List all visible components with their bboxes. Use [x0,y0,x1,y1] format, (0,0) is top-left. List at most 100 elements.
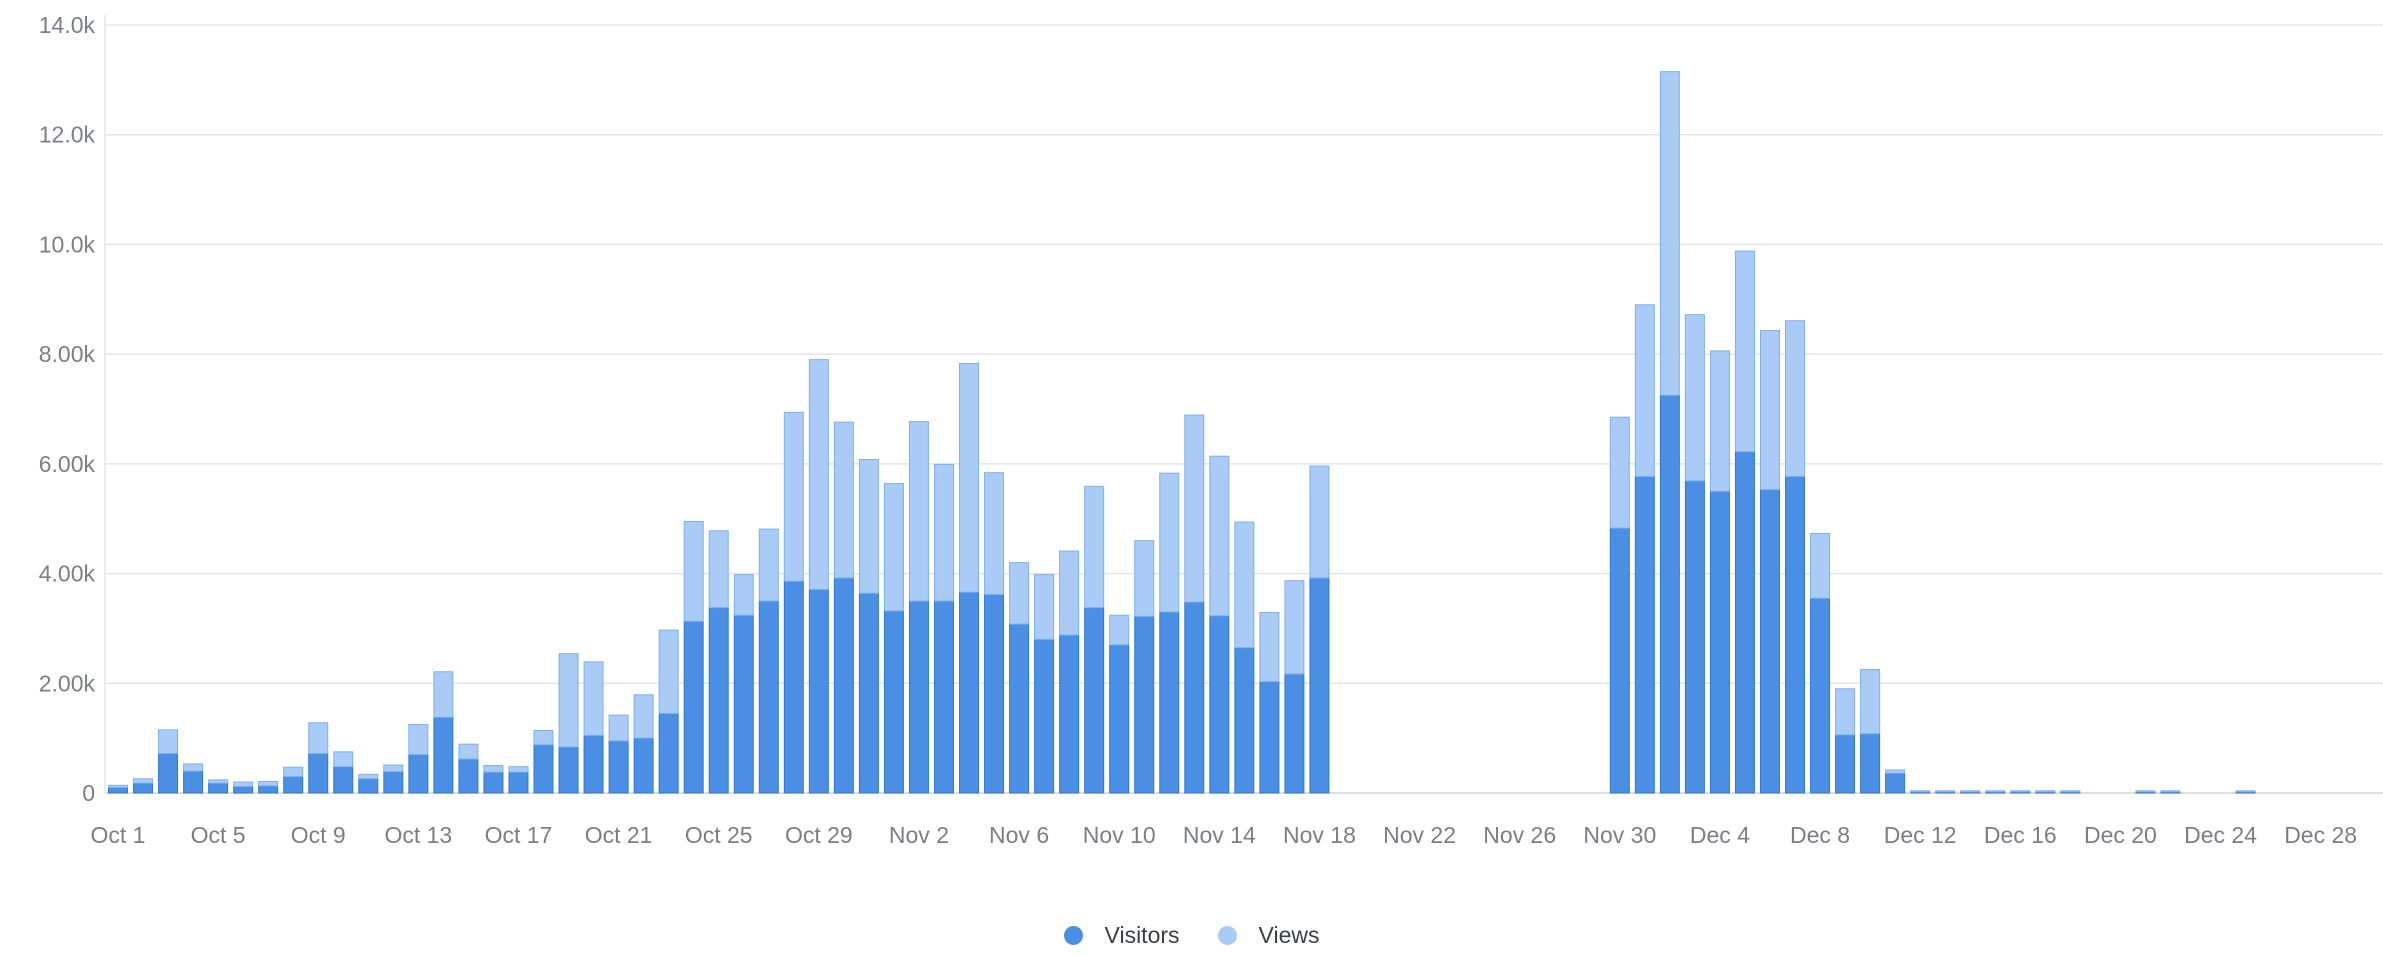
bar-visitors[interactable] [1309,577,1330,794]
bar-views[interactable] [1885,769,1906,774]
bar-views[interactable] [1034,574,1055,640]
bar-views[interactable] [458,743,479,760]
bar-visitors[interactable] [883,610,904,794]
bar-views[interactable] [558,653,579,748]
bar-views[interactable] [658,629,679,714]
bar-views[interactable] [2135,790,2156,793]
bar-views[interactable] [1935,790,1956,793]
bar-visitors[interactable] [208,782,229,794]
bar-visitors[interactable] [1759,489,1780,794]
bar-views[interactable] [1684,314,1705,482]
bar-views[interactable] [158,729,179,755]
bar-visitors[interactable] [658,712,679,794]
bar-views[interactable] [758,528,779,602]
bar-visitors[interactable] [1609,527,1630,794]
bar-views[interactable] [358,773,379,780]
bar-visitors[interactable] [1785,475,1806,794]
bar-views[interactable] [1634,304,1655,477]
bar-visitors[interactable] [583,734,604,794]
bar-views[interactable] [408,723,429,756]
legend-item-views[interactable]: Views [1217,922,1319,949]
bar-views[interactable] [1009,562,1030,625]
bar-views[interactable] [2060,790,2081,793]
bar-visitors[interactable] [1159,611,1180,794]
bar-visitors[interactable] [733,614,754,794]
bar-views[interactable] [808,359,829,590]
bar-views[interactable] [133,778,154,784]
bar-visitors[interactable] [258,785,279,794]
bar-visitors[interactable] [708,607,729,794]
bar-visitors[interactable] [1059,634,1080,794]
bar-views[interactable] [1284,580,1305,675]
bar-views[interactable] [433,671,454,718]
bar-visitors[interactable] [1659,394,1680,794]
bar-views[interactable] [733,574,754,616]
bar-views[interactable] [1985,790,2006,793]
bar-views[interactable] [183,763,204,772]
bar-visitors[interactable] [183,770,204,794]
bar-visitors[interactable] [908,600,929,794]
bar-visitors[interactable] [533,744,554,794]
bar-visitors[interactable] [233,785,254,794]
bar-views[interactable] [608,714,629,742]
bar-views[interactable] [508,766,529,773]
bar-views[interactable] [483,765,504,773]
bar-visitors[interactable] [959,591,980,794]
bar-views[interactable] [1835,688,1856,736]
bar-views[interactable] [533,729,554,746]
bar-visitors[interactable] [1835,734,1856,794]
bar-visitors[interactable] [408,754,429,794]
bar-views[interactable] [1910,790,1931,793]
bar-views[interactable] [1609,416,1630,529]
bar-views[interactable] [233,781,254,787]
bar-views[interactable] [908,421,929,602]
bar-views[interactable] [1785,320,1806,477]
bar-views[interactable] [1960,790,1981,793]
bar-views[interactable] [1659,71,1680,396]
bar-visitors[interactable] [383,771,404,794]
bar-visitors[interactable] [633,737,654,794]
bar-visitors[interactable] [283,776,304,794]
bar-visitors[interactable] [1109,644,1130,794]
bar-visitors[interactable] [558,746,579,794]
bar-views[interactable] [2035,790,2056,793]
bar-visitors[interactable] [1259,681,1280,794]
bar-views[interactable] [258,780,279,787]
bar-views[interactable] [1259,612,1280,683]
bar-visitors[interactable] [758,600,779,794]
bar-views[interactable] [708,530,729,609]
bar-views[interactable] [1209,455,1230,617]
bar-visitors[interactable] [608,740,629,794]
bar-visitors[interactable] [1734,451,1755,794]
bar-views[interactable] [1734,250,1755,453]
bar-views[interactable] [984,472,1005,595]
bar-visitors[interactable] [1034,638,1055,794]
bar-visitors[interactable] [1885,772,1906,794]
bar-views[interactable] [858,458,879,594]
bar-views[interactable] [1810,533,1831,599]
bar-visitors[interactable] [683,620,704,794]
bar-visitors[interactable] [1810,597,1831,794]
bar-visitors[interactable] [1284,673,1305,794]
bar-views[interactable] [683,520,704,622]
bar-views[interactable] [883,483,904,612]
bar-views[interactable] [583,661,604,736]
bar-views[interactable] [933,463,954,602]
bar-views[interactable] [383,764,404,773]
bar-views[interactable] [1084,485,1105,609]
bar-visitors[interactable] [1209,615,1230,794]
bar-views[interactable] [208,779,229,784]
bar-visitors[interactable] [108,787,128,794]
bar-visitors[interactable] [933,600,954,794]
bar-visitors[interactable] [1709,490,1730,794]
bar-views[interactable] [633,694,654,739]
bar-views[interactable] [783,411,804,582]
bar-visitors[interactable] [783,580,804,794]
bar-visitors[interactable] [1084,607,1105,794]
bar-views[interactable] [1759,330,1780,491]
bar-views[interactable] [1109,614,1130,646]
bar-views[interactable] [108,784,128,789]
bar-visitors[interactable] [1634,475,1655,794]
bar-views[interactable] [1709,350,1730,492]
bar-visitors[interactable] [1234,647,1255,794]
